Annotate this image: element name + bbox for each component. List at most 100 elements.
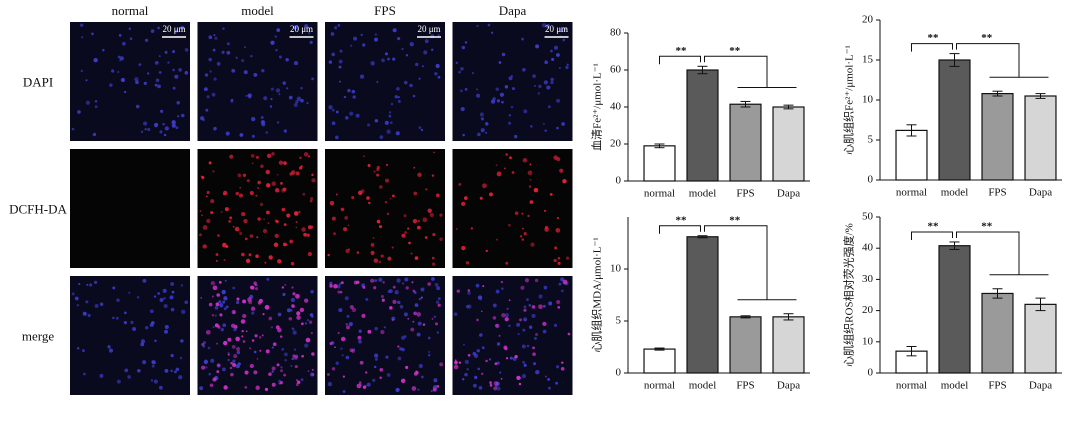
nucleus: [94, 99, 98, 103]
bar: [981, 292, 1014, 374]
nucleus: [164, 368, 169, 373]
nucleus: [365, 298, 369, 301]
nucleus: [275, 48, 278, 52]
ros-signal: [254, 283, 257, 286]
ros-signal: [560, 367, 565, 371]
nucleus: [157, 26, 160, 30]
ros-signal: [376, 165, 380, 170]
ros-signal: [268, 316, 273, 321]
x-tick-label: FPS: [736, 188, 754, 200]
nucleus: [374, 357, 378, 361]
micrograph: [70, 22, 190, 141]
nucleus: [86, 283, 89, 286]
ros-signal: [255, 155, 259, 159]
ros-signal: [436, 385, 440, 388]
nucleus: [374, 353, 379, 358]
ros-signal: [461, 245, 466, 251]
ros-signal: [251, 162, 254, 165]
nucleus: [517, 333, 520, 336]
nucleus: [243, 46, 247, 49]
nucleus: [135, 104, 140, 109]
ros-signal: [493, 381, 499, 386]
error-bar: [992, 90, 1003, 97]
ros-signal: [367, 163, 371, 167]
nucleus: [392, 28, 397, 33]
nucleus: [214, 36, 218, 40]
nucleus: [288, 95, 293, 100]
y-tick-label: 15: [862, 54, 874, 66]
ros-signal: [257, 187, 260, 190]
ros-signal: [201, 365, 206, 370]
ros-signal: [311, 352, 315, 356]
nucleus: [150, 379, 154, 382]
ros-signal: [228, 219, 231, 223]
ros-signal: [255, 194, 258, 197]
ros-signal: [544, 227, 549, 232]
nucleus: [521, 37, 524, 41]
nucleus: [94, 303, 99, 308]
nucleus: [171, 123, 176, 128]
ros-signal: [482, 183, 487, 189]
y-tick-label: 20: [862, 14, 874, 26]
ros-signal: [216, 370, 220, 374]
ros-signal: [373, 286, 377, 290]
nucleus: [291, 327, 294, 330]
nucleus: [338, 308, 343, 313]
ros-signal: [236, 347, 241, 351]
ros-signal: [285, 243, 288, 246]
nucleus: [496, 342, 501, 346]
nucleus: [556, 365, 560, 369]
ros-signal: [240, 319, 246, 324]
nucleus: [180, 113, 185, 118]
nucleus: [291, 357, 294, 361]
ros-signal: [230, 361, 233, 365]
sig-label: **: [729, 45, 741, 57]
nucleus: [396, 278, 401, 283]
nucleus: [142, 360, 147, 365]
nucleus: [164, 329, 168, 334]
ros-signal: [229, 154, 234, 159]
sig-bracket: [704, 225, 768, 300]
nucleus: [464, 372, 468, 377]
nucleus: [265, 131, 269, 134]
nucleus: [276, 28, 281, 32]
nucleus: [546, 85, 551, 90]
cells: [328, 24, 441, 140]
nucleus: [522, 67, 526, 72]
x-tick-label: normal: [896, 187, 927, 199]
nucleus: [359, 74, 365, 79]
nucleus: [204, 73, 209, 77]
nucleus: [477, 367, 481, 371]
ros-signal: [264, 387, 269, 391]
nucleus: [467, 304, 472, 309]
nucleus: [296, 96, 302, 101]
nucleus: [91, 32, 94, 36]
scale-bar-label: 20 μm: [162, 24, 185, 34]
nucleus: [490, 31, 494, 34]
ros-signal: [559, 168, 564, 173]
nucleus: [281, 348, 285, 351]
ros-signal: [259, 202, 264, 207]
nucleus: [523, 363, 527, 367]
ros-signal: [424, 236, 428, 239]
nucleus: [458, 70, 461, 74]
nucleus: [537, 92, 540, 95]
nucleus: [455, 61, 458, 64]
ros-signal: [210, 199, 215, 204]
error-bar: [654, 347, 665, 351]
nucleus: [154, 122, 159, 127]
ros-signal: [223, 259, 226, 262]
ros-signal: [523, 308, 527, 312]
nucleus: [485, 122, 489, 126]
nucleus: [178, 375, 183, 380]
nucleus: [480, 117, 484, 121]
y-axis-label: 心肌组织Fe²⁺/μmol·L⁻¹: [842, 45, 856, 155]
ros-signal: [509, 156, 512, 160]
nucleus: [509, 356, 513, 360]
nucleus: [225, 305, 229, 309]
nucleus: [155, 78, 160, 83]
nucleus: [175, 29, 179, 33]
ros-signal: [271, 382, 276, 387]
ros-signal: [329, 284, 333, 288]
ros-signal: [208, 302, 213, 307]
